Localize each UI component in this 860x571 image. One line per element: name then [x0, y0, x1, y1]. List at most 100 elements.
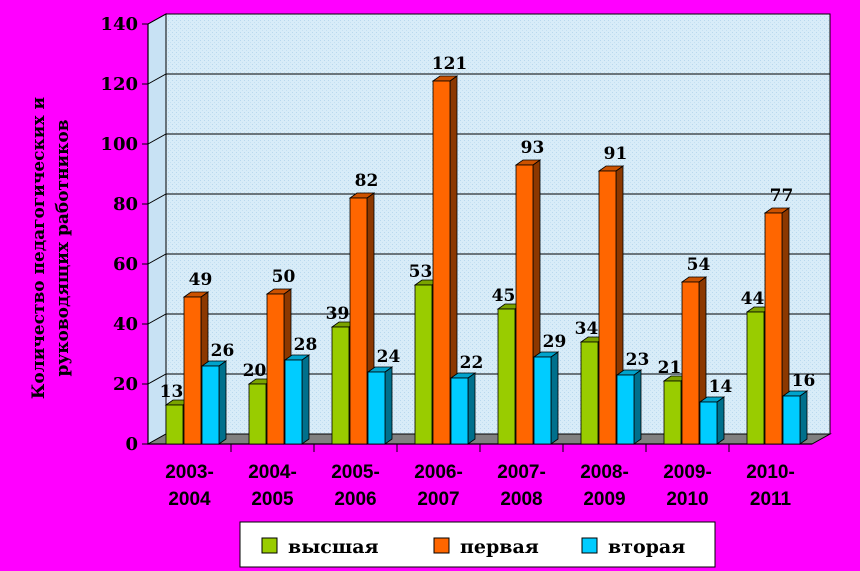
bar-front	[284, 359, 303, 445]
bar-front	[497, 308, 516, 445]
bar-front	[183, 296, 202, 445]
bar-front	[699, 401, 718, 445]
x-category-label: 2009- 2010	[663, 462, 712, 510]
legend-swatch-высшая	[261, 537, 278, 554]
bar-side	[633, 369, 642, 445]
x-category-line: 2008-	[580, 462, 629, 483]
data-label-вторая: 16	[792, 371, 816, 391]
x-category-line: 2006-	[414, 462, 463, 483]
gridline	[147, 73, 830, 85]
bar-front	[764, 212, 783, 445]
data-label-вторая: 22	[460, 353, 484, 373]
x-category-label: 2005- 2006	[331, 462, 380, 510]
bar-front	[746, 311, 765, 445]
bar-front	[681, 281, 700, 445]
x-category-line: 2009-	[663, 462, 712, 483]
x-category-line: 2008	[500, 489, 542, 510]
y-axis-title-line: Количество педагогических и	[29, 97, 49, 400]
data-label-вторая: 29	[543, 332, 567, 352]
gridline	[147, 13, 830, 25]
x-category-label: 2006- 2007	[414, 462, 463, 510]
bar-front	[331, 326, 350, 445]
bar-front	[266, 293, 285, 445]
y-tick-label: 140	[100, 14, 138, 35]
bars	[164, 75, 809, 445]
data-label-высшая: 20	[243, 361, 267, 381]
y-axis-title-line: руководящих работников	[53, 119, 73, 376]
data-label-высшая: 34	[575, 319, 599, 339]
bar-первая	[182, 291, 210, 445]
y-axis-title: Количество педагогических и руководящих р…	[29, 97, 73, 400]
data-label-вторая: 24	[377, 347, 401, 367]
bar-вторая	[449, 372, 477, 445]
x-category-label: 2010- 2011	[746, 462, 795, 510]
bar-front	[616, 374, 635, 445]
data-label-высшая: 44	[741, 289, 765, 309]
bar-front	[450, 377, 469, 445]
bar-front	[414, 284, 433, 445]
x-category-line: 2010	[666, 489, 708, 510]
y-tick-label: 60	[113, 254, 138, 275]
x-category-label: 2003- 2004	[165, 462, 214, 510]
bar-вторая	[781, 390, 809, 445]
bar-вторая	[283, 354, 311, 445]
bar-side	[384, 366, 393, 445]
data-label-вторая: 28	[294, 335, 318, 355]
bar-front	[367, 371, 386, 445]
bar-вторая	[200, 360, 228, 445]
bar-вторая	[532, 351, 560, 445]
bar-side	[467, 372, 476, 445]
y-tick-labels: 0 20 40 60 80 100 120 140	[100, 14, 138, 455]
x-category-line: 2006	[334, 489, 376, 510]
data-label-первая: 82	[355, 171, 379, 191]
x-category-label: 2008- 2009	[580, 462, 629, 510]
y-tick-label: 0	[125, 434, 138, 455]
bar-front	[248, 383, 267, 445]
bar-front	[349, 197, 368, 445]
bar-front	[515, 164, 534, 445]
x-category-line: 2009	[583, 489, 625, 510]
bar-front	[580, 341, 599, 445]
y-axis-label: Количество педагогических и руководящих р…	[29, 97, 73, 400]
data-label-вторая: 14	[709, 377, 733, 397]
bar-front	[201, 365, 220, 445]
x-category-line: 2011	[750, 489, 792, 510]
gridline	[147, 133, 830, 145]
bar-front	[782, 395, 801, 445]
bar-side	[218, 360, 227, 445]
x-category-line: 2003-	[165, 462, 214, 483]
x-category-labels: 2003- 2004 2004- 2005 2005- 2006 2006- 2007 2007…	[165, 462, 795, 510]
bar-front	[533, 356, 552, 445]
data-label-первая: 50	[272, 267, 296, 287]
x-category-line: 2005-	[331, 462, 380, 483]
x-category-line: 2004	[168, 489, 211, 510]
data-label-вторая: 23	[626, 350, 650, 370]
data-label-первая: 49	[189, 270, 213, 290]
bar-front	[598, 170, 617, 445]
y-tick-label: 120	[100, 74, 138, 95]
y-tick-label: 40	[113, 314, 138, 335]
data-label-высшая: 39	[326, 304, 350, 324]
legend-label-вторая: вторая	[608, 536, 685, 558]
legend: высшая первая вторая	[239, 521, 716, 568]
x-category-label: 2004- 2005	[248, 462, 297, 510]
x-category-line: 2007	[417, 489, 459, 510]
legend-label-высшая: высшая	[288, 536, 379, 558]
y-tick-label: 20	[113, 374, 138, 395]
x-category-line: 2005	[251, 489, 294, 510]
data-label-первая: 77	[770, 186, 794, 206]
bar-side	[716, 396, 725, 445]
x-category-line: 2007-	[497, 462, 546, 483]
x-category-line: 2010-	[746, 462, 795, 483]
bar-front	[432, 80, 451, 445]
bar-side	[550, 351, 559, 445]
data-label-первая: 91	[604, 144, 628, 164]
bar-вторая	[366, 366, 394, 445]
x-category-label: 2007- 2008	[497, 462, 546, 510]
data-label-первая: 54	[687, 255, 711, 275]
y-tick-label: 100	[100, 134, 138, 155]
y-tick-label: 80	[113, 194, 138, 215]
bar-первая	[431, 75, 459, 445]
legend-swatch-первая	[433, 537, 450, 554]
